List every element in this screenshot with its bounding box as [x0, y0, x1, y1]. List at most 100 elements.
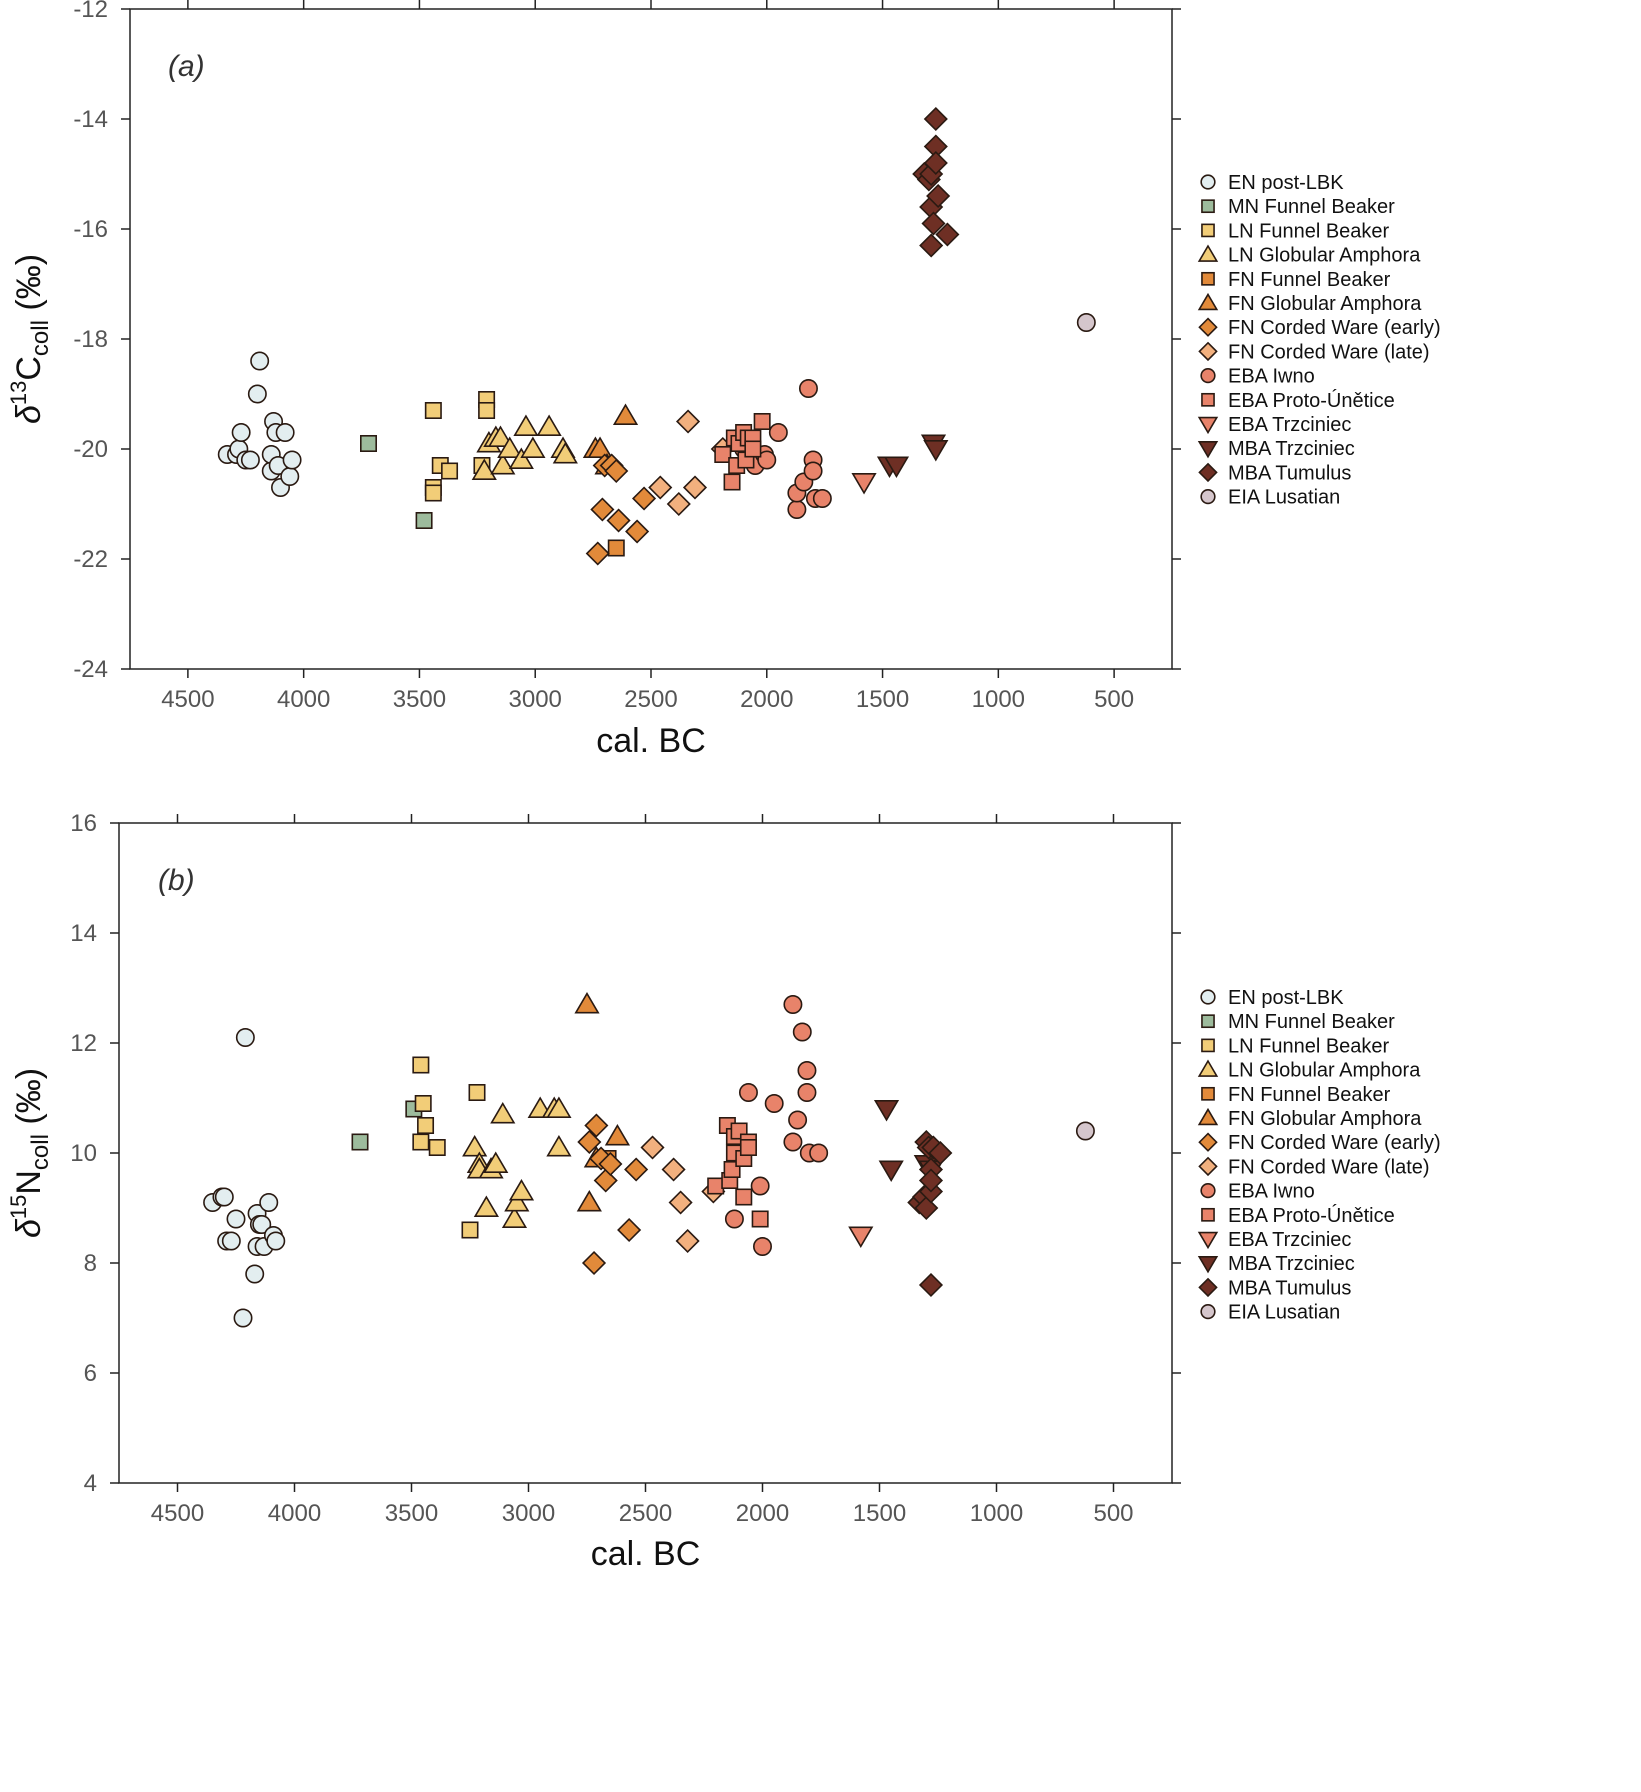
data-point [848, 1226, 874, 1249]
legend-marker-icon [1201, 1207, 1215, 1222]
legend-marker-icon [1200, 488, 1216, 505]
legend-label: EBA Trzciniec [1228, 414, 1351, 436]
y-tick-label: -18 [73, 326, 108, 353]
y-axis-title-unit: (‰) [10, 1068, 48, 1134]
legend-label: FN Funnel Beaker [1228, 269, 1391, 291]
data-point [428, 1139, 446, 1157]
legend-item: MN Funnel Beaker [1201, 1011, 1395, 1033]
legend-label: LN Globular Amphora [1228, 245, 1421, 267]
data-point [792, 1022, 812, 1042]
legend-marker-icon [1197, 1231, 1219, 1250]
y-axis-title-delta: δ [10, 404, 48, 424]
data-point [508, 447, 534, 469]
legend-marker-icon [1197, 292, 1219, 311]
legend-marker-icon [1198, 341, 1218, 362]
x-tick-label: 2500 [619, 1500, 672, 1527]
plot-frame [129, 8, 1173, 670]
data-point [753, 1237, 772, 1256]
y-tick-label: 6 [84, 1360, 97, 1387]
data-point [923, 150, 948, 176]
data-point [744, 440, 762, 458]
x-tick-label: 4500 [161, 686, 214, 713]
data-point [648, 475, 673, 500]
legend-marker-icon [1201, 199, 1215, 214]
legend-item: FN Corded Ware (early) [1198, 1132, 1441, 1154]
legend-label: EBA Proto-Únětice [1228, 1204, 1395, 1227]
legend-item: FN Corded Ware (early) [1198, 317, 1441, 339]
x-tick-label: 1500 [853, 1500, 906, 1527]
x-tick-label: 1500 [856, 686, 909, 713]
data-point [424, 401, 442, 419]
legend-marker-icon [1200, 1303, 1216, 1320]
data-point [640, 1135, 665, 1160]
data-point [764, 1094, 784, 1113]
y-tick-label: 10 [70, 1140, 97, 1167]
y-tick-label: -12 [73, 0, 108, 23]
data-point [226, 1209, 246, 1229]
x-axis-title: cal. BC [596, 722, 706, 760]
series-eia-lusatian [1076, 313, 1096, 332]
data-point [351, 1133, 369, 1151]
y-tick-label: -22 [73, 546, 108, 573]
legend-marker-icon [1200, 1182, 1216, 1199]
data-point [735, 1188, 753, 1206]
legend-item: EBA Trzciniec [1197, 414, 1351, 436]
data-point [259, 1193, 279, 1212]
legend-label: MBA Tumulus [1228, 462, 1351, 484]
x-tick-label: 500 [1094, 686, 1134, 713]
legend-marker-icon [1197, 1255, 1219, 1274]
data-point [250, 351, 270, 371]
series-mba-tumulus [912, 106, 960, 258]
data-point [546, 1096, 572, 1118]
data-point [360, 434, 378, 452]
legend-label: EN post-LBK [1228, 172, 1344, 194]
legend-item: LN Globular Amphora [1197, 244, 1421, 267]
data-point [508, 1178, 535, 1201]
panel-label: (b) [158, 864, 195, 897]
data-point [707, 1177, 725, 1195]
legend-label: EIA Lusatian [1228, 487, 1340, 509]
data-point [682, 475, 708, 500]
legend-marker-icon [1197, 440, 1219, 459]
data-point [240, 450, 260, 470]
data-point [753, 412, 771, 430]
data-point [918, 1168, 944, 1193]
data-point [919, 233, 944, 258]
data-point [604, 458, 629, 484]
legend-item: EIA Lusatian [1200, 1302, 1340, 1324]
legend-label: MN Funnel Beaker [1228, 196, 1395, 218]
plot-frame [118, 822, 1173, 1484]
legend-item: MN Funnel Beaker [1201, 196, 1395, 218]
x-tick-label: 500 [1093, 1500, 1133, 1527]
data-point [235, 1028, 255, 1047]
data-point [598, 1151, 623, 1177]
legend-label: EBA Trzciniec [1228, 1229, 1351, 1251]
legend-marker-icon [1201, 271, 1215, 286]
data-point [585, 541, 610, 566]
data-point [552, 441, 578, 464]
legend-item: MBA Tumulus [1198, 462, 1351, 484]
data-point [214, 1187, 234, 1207]
data-point [878, 1160, 904, 1183]
data-point [923, 440, 949, 462]
series-fn-corded-ware-early [577, 1113, 649, 1276]
legend-item: MBA Tumulus [1198, 1277, 1351, 1299]
data-point [471, 458, 497, 480]
legend-item: FN Globular Amphora [1197, 1107, 1422, 1130]
y-tick-label: 4 [84, 1470, 97, 1497]
series-mn-funnel-beaker [360, 434, 433, 529]
legend-marker-icon [1198, 1132, 1218, 1152]
data-point [412, 1056, 430, 1074]
data-point [266, 1231, 286, 1251]
x-tick-label: 4500 [151, 1500, 204, 1527]
series-mba-trzciniec [876, 434, 949, 479]
data-point [797, 1061, 817, 1080]
data-point [468, 1084, 486, 1102]
legend-label: FN Globular Amphora [1228, 293, 1422, 315]
data-point [414, 1095, 432, 1113]
x-tick-label: 1000 [970, 1500, 1023, 1527]
data-point [607, 539, 625, 557]
data-point [783, 1132, 803, 1152]
data-point [724, 1209, 744, 1229]
